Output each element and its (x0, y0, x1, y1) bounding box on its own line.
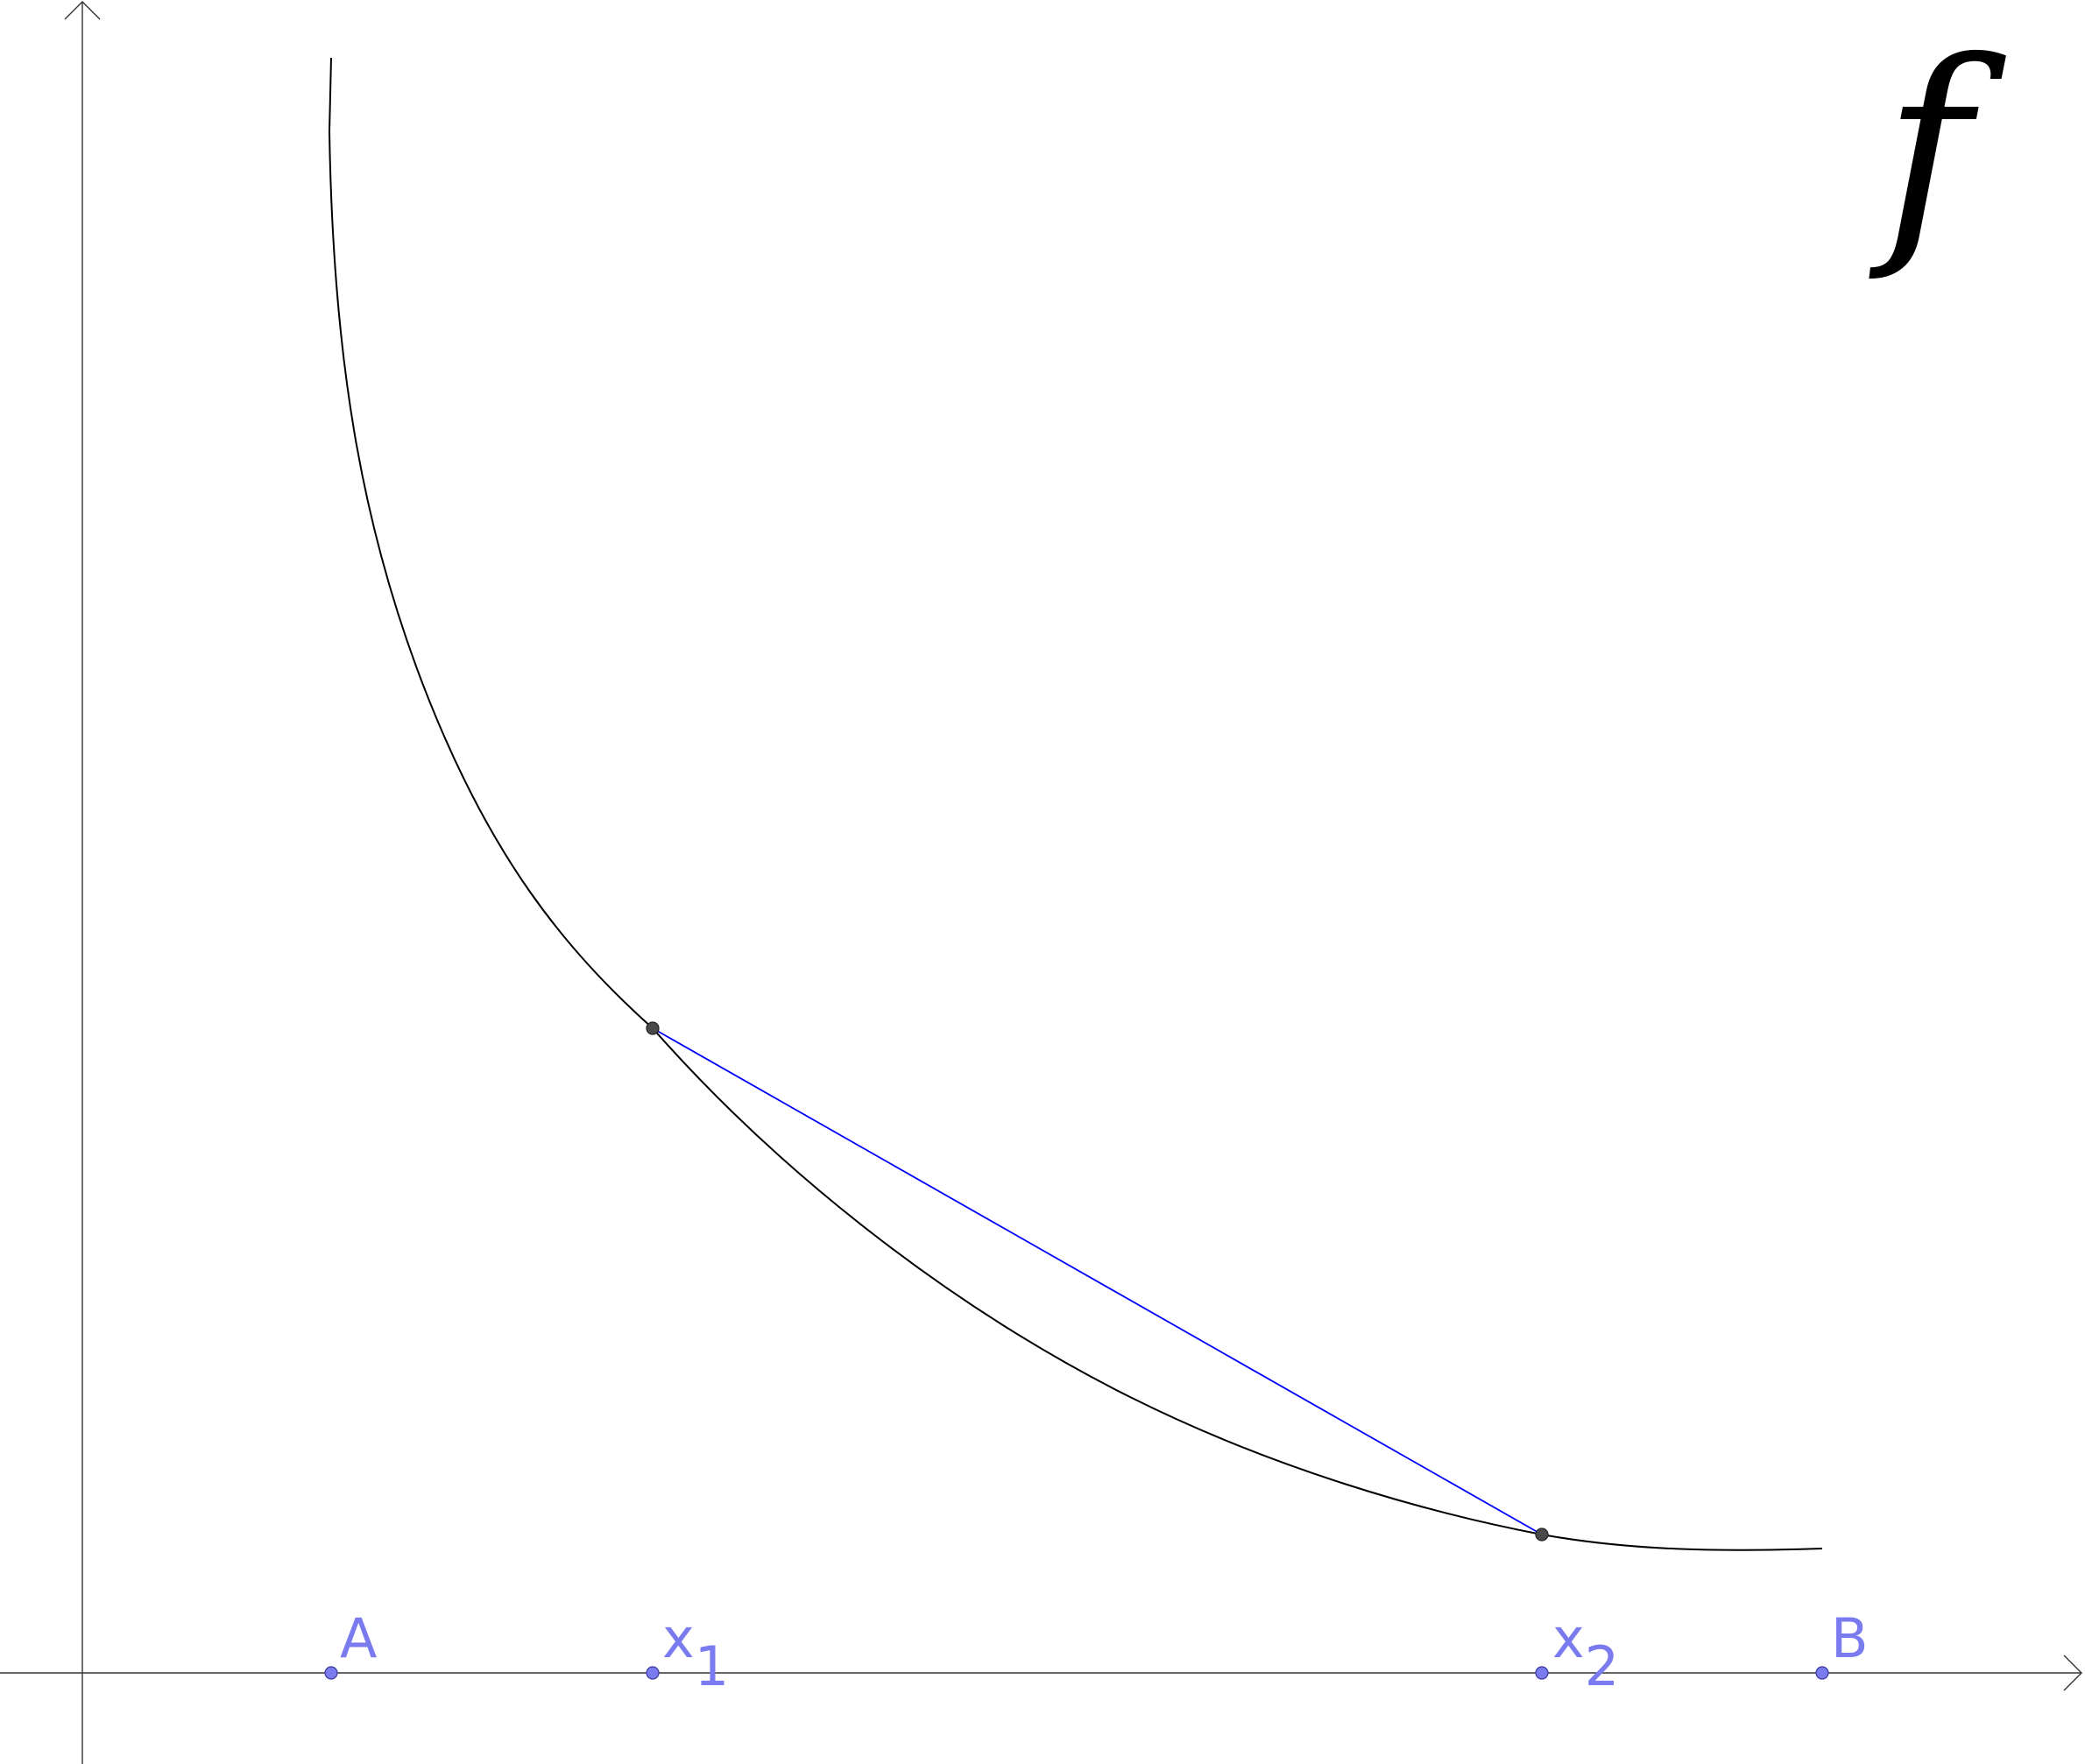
curve-point-x1 (646, 1021, 660, 1035)
function-curve (328, 57, 1823, 1551)
label-x2: x2 (1552, 1606, 1619, 1698)
x-axis-arrow-icon (2063, 1655, 2082, 1691)
curve-point-x2 (1535, 1528, 1549, 1542)
axis-point-b (1815, 1666, 1829, 1680)
label-b: B (1831, 1606, 1869, 1670)
label-x1: x1 (662, 1606, 729, 1698)
axis-point-x1 (646, 1666, 660, 1680)
secant-chord (652, 1027, 1543, 1535)
y-axis-arrow-icon (64, 1, 101, 20)
label-a: A (340, 1606, 377, 1670)
axis-point-a (324, 1666, 338, 1680)
axis-point-x2 (1535, 1666, 1549, 1680)
function-label: f (1869, 10, 2009, 286)
